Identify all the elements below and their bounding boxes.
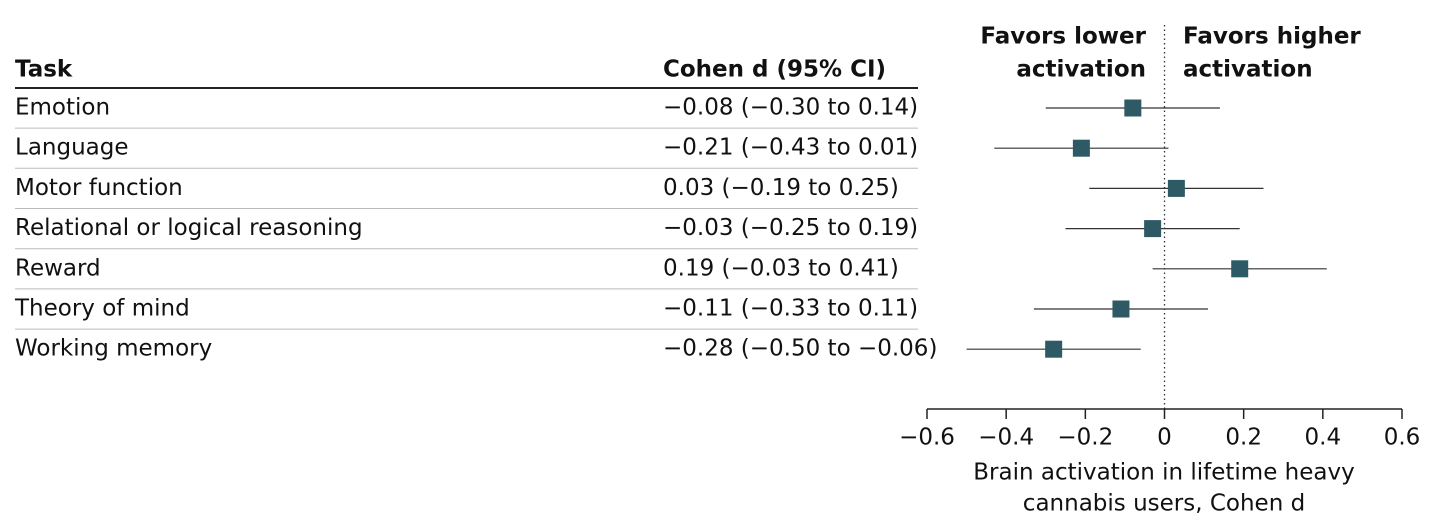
ci-label: 0.03 (−0.19 to 0.25) [663,175,899,201]
task-label: Motor function [15,175,183,201]
task-label: Emotion [15,95,110,121]
x-tick-label: −0.2 [1057,425,1113,451]
x-axis-title: Brain activation in lifetime heavy [973,460,1354,486]
point-estimate [1144,220,1162,238]
x-tick-label: −0.4 [978,425,1034,451]
point-estimate [1045,340,1063,358]
ci-label: −0.11 (−0.33 to 0.11) [663,296,918,322]
x-tick-label: 0.6 [1384,425,1421,451]
point-estimate [1072,139,1090,157]
task-label: Working memory [15,336,212,362]
x-tick-label: 0.2 [1225,425,1262,451]
ci-label: 0.19 (−0.03 to 0.41) [663,255,899,281]
ci-label: −0.21 (−0.43 to 0.01) [663,135,918,161]
annotation: Favors higher [1183,24,1361,50]
point-estimate [1231,260,1249,278]
annotation: activation [1016,57,1146,83]
point-estimate [1124,99,1142,117]
point-estimate [1167,179,1185,197]
point-estimate [1112,300,1130,318]
ci-label: −0.03 (−0.25 to 0.19) [663,215,918,241]
task-label: Relational or logical reasoning [15,215,363,241]
annotation: activation [1183,57,1313,83]
column-header: Cohen d (95% CI) [663,57,886,83]
ci-label: −0.08 (−0.30 to 0.14) [663,95,918,121]
x-tick-label: 0 [1157,425,1172,451]
x-tick-label: −0.6 [899,425,955,451]
task-label: Language [15,135,129,161]
x-axis-title: cannabis users, Cohen d [1023,491,1305,517]
x-tick-label: 0.4 [1305,425,1342,451]
column-header: Task [15,57,73,83]
ci-label: −0.28 (−0.50 to −0.06) [663,336,937,362]
annotation: Favors lower [980,24,1146,50]
task-label: Reward [15,255,101,281]
task-label: Theory of mind [14,296,190,322]
